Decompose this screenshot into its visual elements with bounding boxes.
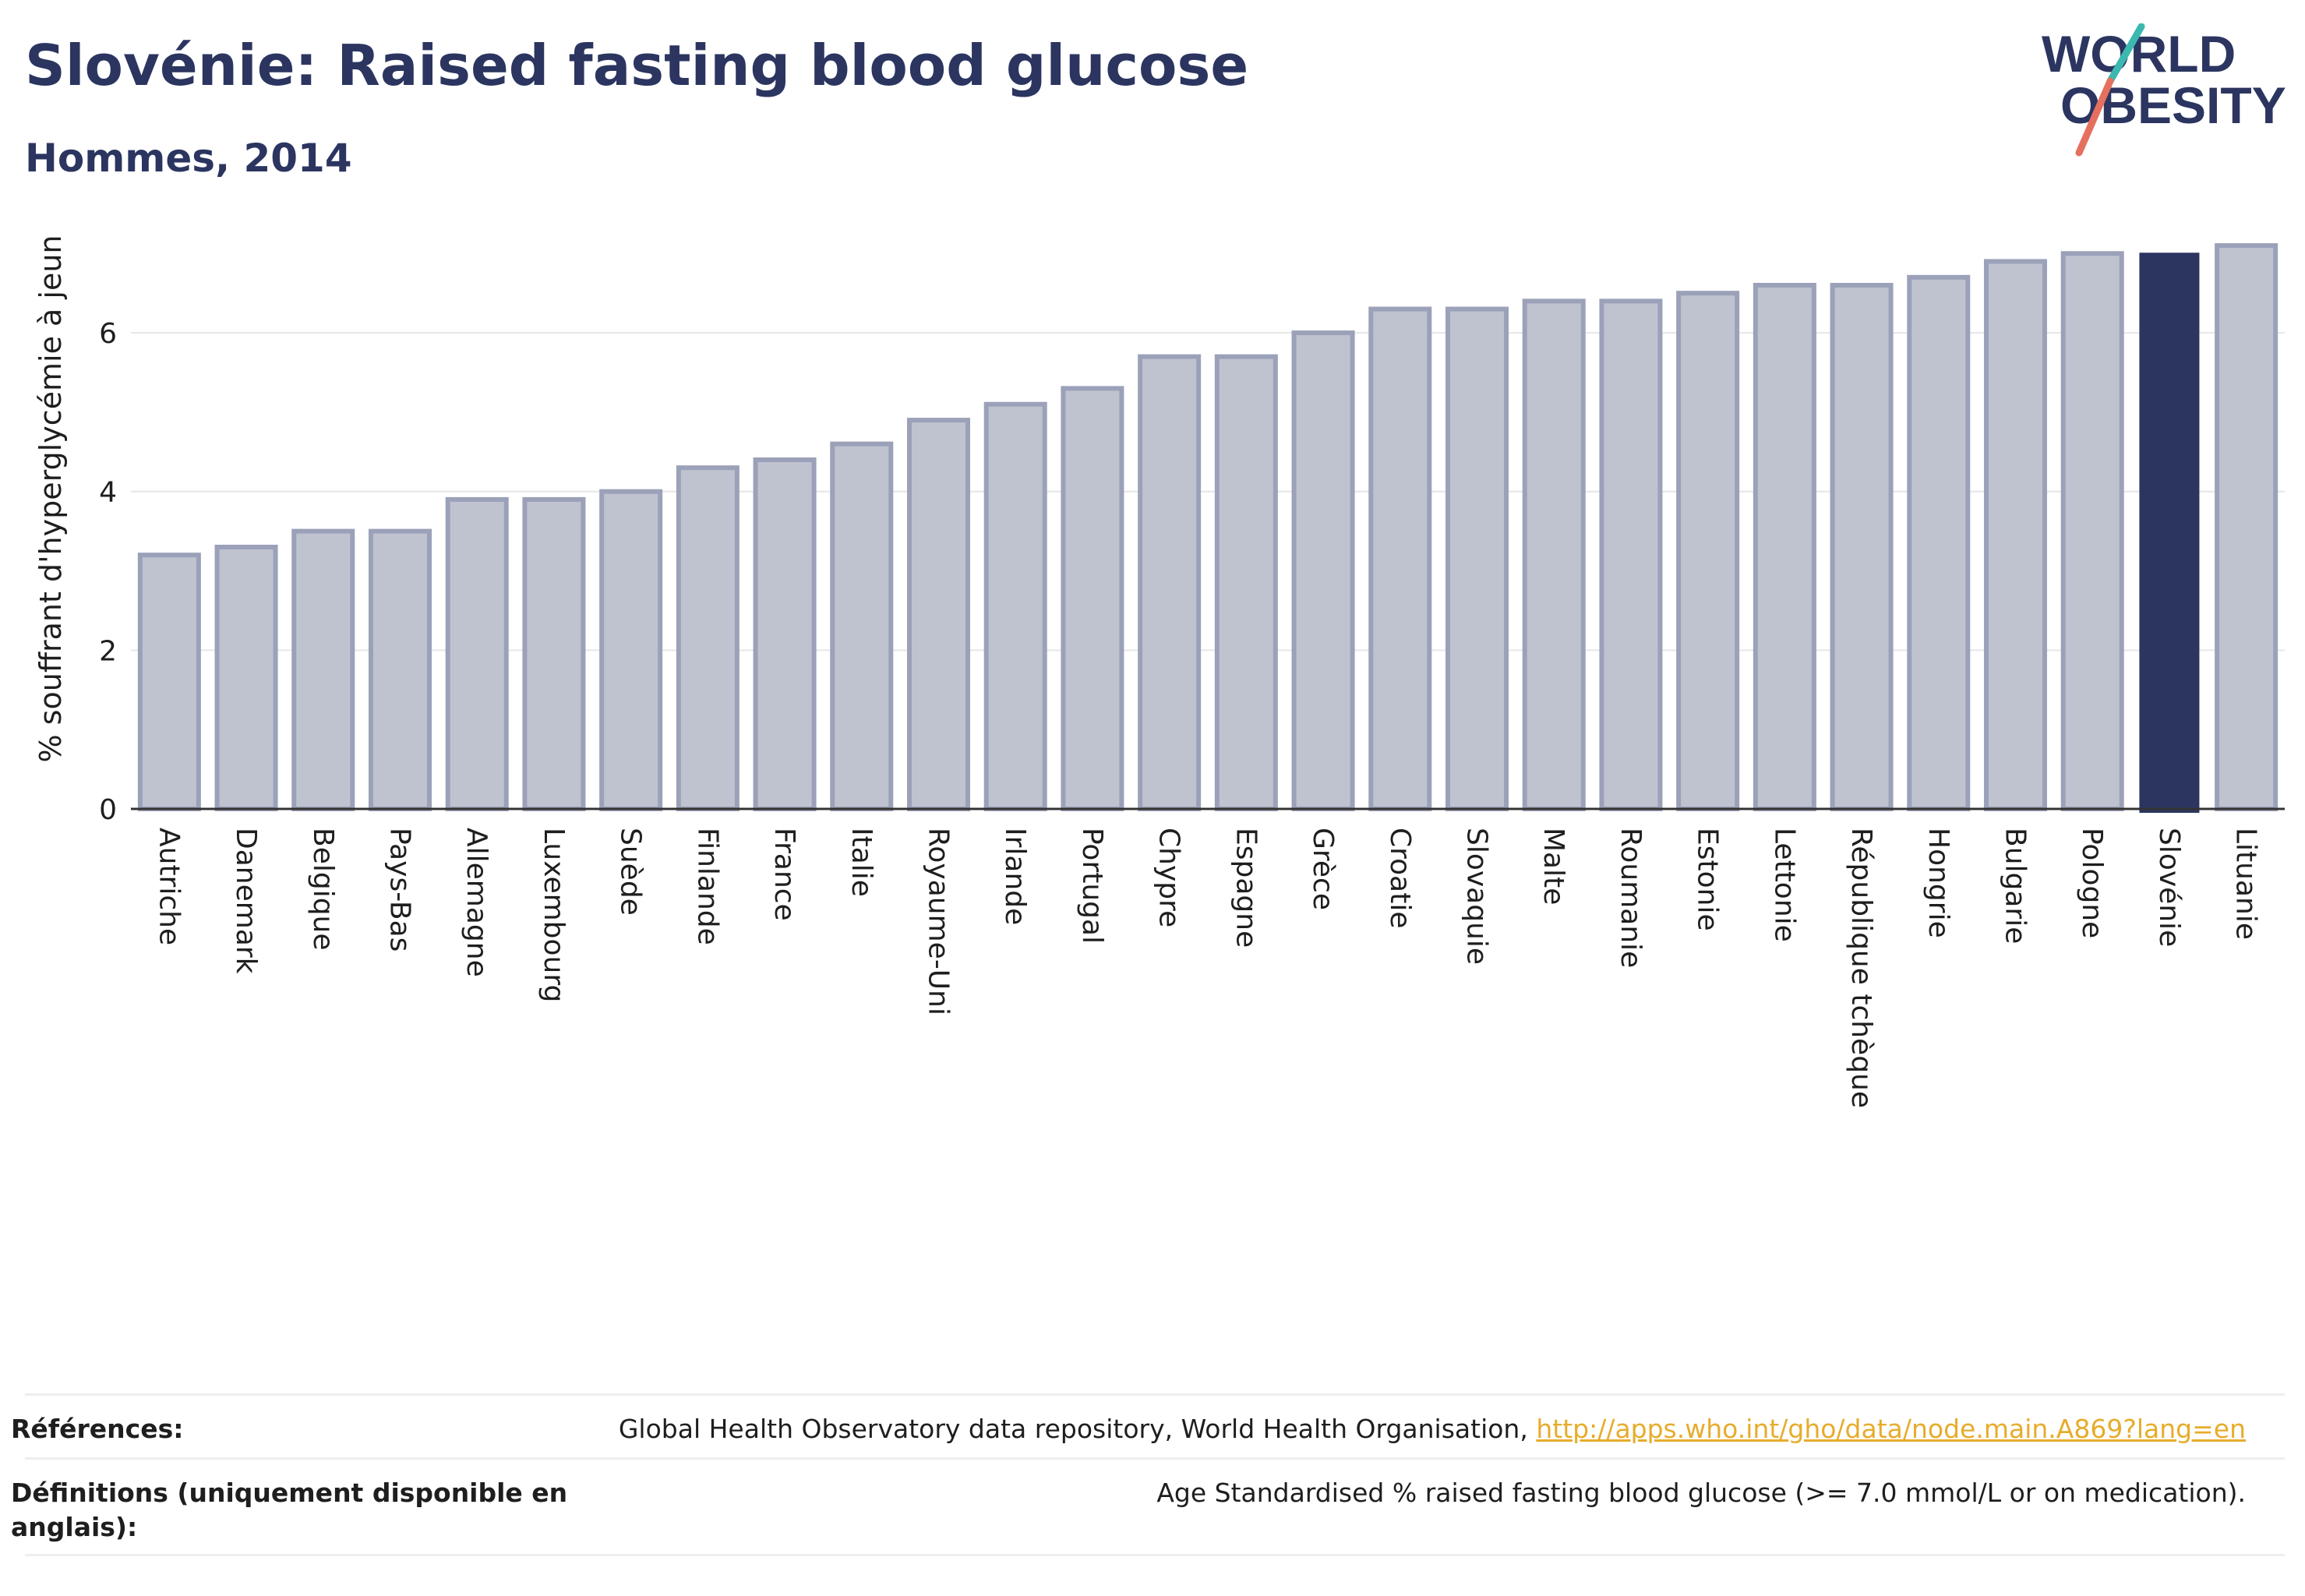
references-label: Références: (11, 1414, 184, 1444)
bar-chart: 0 2 4 6 Autriche Danemark Belgique Pays-Bas All… (34, 235, 2285, 1108)
y-tick-label: 2 (99, 635, 117, 667)
references-text: Global Health Observatory data repositor… (618, 1414, 1528, 1444)
x-tick-label: Suède (615, 828, 647, 916)
bar-r-publique-tch-que (1830, 283, 1894, 811)
x-tick-label: Allemagne (461, 828, 492, 977)
x-tick-label: Bulgarie (2000, 828, 2031, 944)
x-tick-label: Luxembourg (538, 828, 570, 1002)
x-tick-label: Estonie (1692, 828, 1724, 931)
footer-top-rule (25, 1393, 2285, 1396)
references-value: Global Health Observatory data repositor… (619, 1412, 2260, 1446)
definitions-value: Age Standardised % raised fasting blood … (1156, 1478, 2246, 1508)
bar-espagne (1214, 354, 1278, 811)
bar-su-de (599, 489, 663, 812)
bar-gr-ce (1291, 330, 1355, 812)
bar-lettonie (1753, 283, 1816, 811)
footer-middle-rule (25, 1457, 2285, 1460)
bar-malte (1522, 298, 1586, 811)
bar-france (753, 457, 817, 811)
x-tick-label: Finlande (691, 828, 723, 945)
y-tick-label: 6 (99, 318, 117, 350)
page-subtitle: Hommes, 2014 (25, 136, 352, 181)
references-row: Références: Global Health Observatory da… (0, 1412, 2260, 1446)
bar-slovaquie (1445, 306, 1509, 811)
bar-lituanie (2215, 243, 2279, 812)
x-tick-label: Grèce (1307, 828, 1339, 910)
bar-finlande (676, 465, 740, 811)
bar-belgique (291, 528, 355, 811)
bar-roumanie (1599, 298, 1663, 811)
bar-hongrie (1907, 274, 1971, 811)
bar-royaume-uni (906, 418, 971, 811)
y-axis-ticks: 0 2 4 6 (99, 318, 117, 826)
bar-pays-bas (368, 528, 432, 811)
x-tick-label: Italie (845, 828, 877, 897)
y-tick-label: 0 (99, 794, 117, 826)
x-tick-label: Malte (1537, 828, 1569, 905)
bar-layer (131, 243, 2285, 814)
x-tick-label: Hongrie (1922, 828, 1954, 938)
x-tick-label: Lituanie (2230, 828, 2262, 940)
x-tick-label: France (768, 828, 800, 921)
bar-bulgarie (1983, 259, 2048, 812)
y-tick-label: 4 (99, 477, 117, 509)
bar-slov-nie (2139, 252, 2200, 814)
x-tick-label: Chypre (1153, 828, 1185, 927)
x-tick-label: Espagne (1230, 828, 1262, 948)
x-tick-label: République tchèque (1845, 828, 1877, 1108)
definitions-row: Définitions (uniquement disponible en an… (0, 1476, 2260, 1545)
bar-danemark (214, 545, 278, 811)
bar-luxembourg (522, 496, 586, 812)
x-tick-label: Slovaquie (1461, 828, 1493, 965)
page-title: Slovénie: Raised fasting blood glucose (25, 33, 1249, 98)
x-tick-label: Belgique (307, 828, 339, 951)
world-obesity-logo: WORLD OBESITY (2042, 23, 2286, 157)
logo-slash-teal (2106, 23, 2145, 85)
x-tick-label: Roumanie (1615, 828, 1647, 968)
x-tick-label: Portugal (1076, 828, 1108, 944)
x-tick-label: Lettonie (1768, 828, 1800, 942)
x-tick-label: Slovénie (2153, 828, 2185, 947)
logo-slash-coral (2075, 77, 2114, 157)
y-axis-label: % souffrant d'hyperglycémie à jeun (34, 235, 68, 762)
x-tick-label: Autriche (153, 828, 185, 945)
bar-croatie (1368, 306, 1432, 811)
x-tick-label: Danemark (230, 828, 262, 974)
x-tick-label: Irlande (999, 828, 1031, 925)
bar-italie (830, 441, 894, 811)
bar-autriche (137, 553, 201, 811)
references-link[interactable]: http://apps.who.int/gho/data/node.main.A… (1536, 1414, 2246, 1444)
x-tick-label: Croatie (1384, 828, 1416, 929)
bar-irlande (983, 401, 1047, 811)
footer-bottom-rule (25, 1554, 2285, 1556)
x-tick-label: Pays-Bas (384, 828, 416, 952)
bar-pologne (2060, 251, 2124, 812)
x-axis-ticks: Autriche Danemark Belgique Pays-Bas Allemagn… (153, 828, 2261, 1108)
bar-estonie (1676, 291, 1740, 811)
bar-chypre (1138, 354, 1202, 811)
x-tick-label: Royaume-Uni (923, 828, 955, 1015)
definitions-label: Définitions (uniquement disponible en an… (11, 1478, 568, 1542)
bar-portugal (1061, 386, 1124, 811)
x-tick-label: Pologne (2076, 828, 2108, 938)
bar-allemagne (445, 496, 509, 812)
